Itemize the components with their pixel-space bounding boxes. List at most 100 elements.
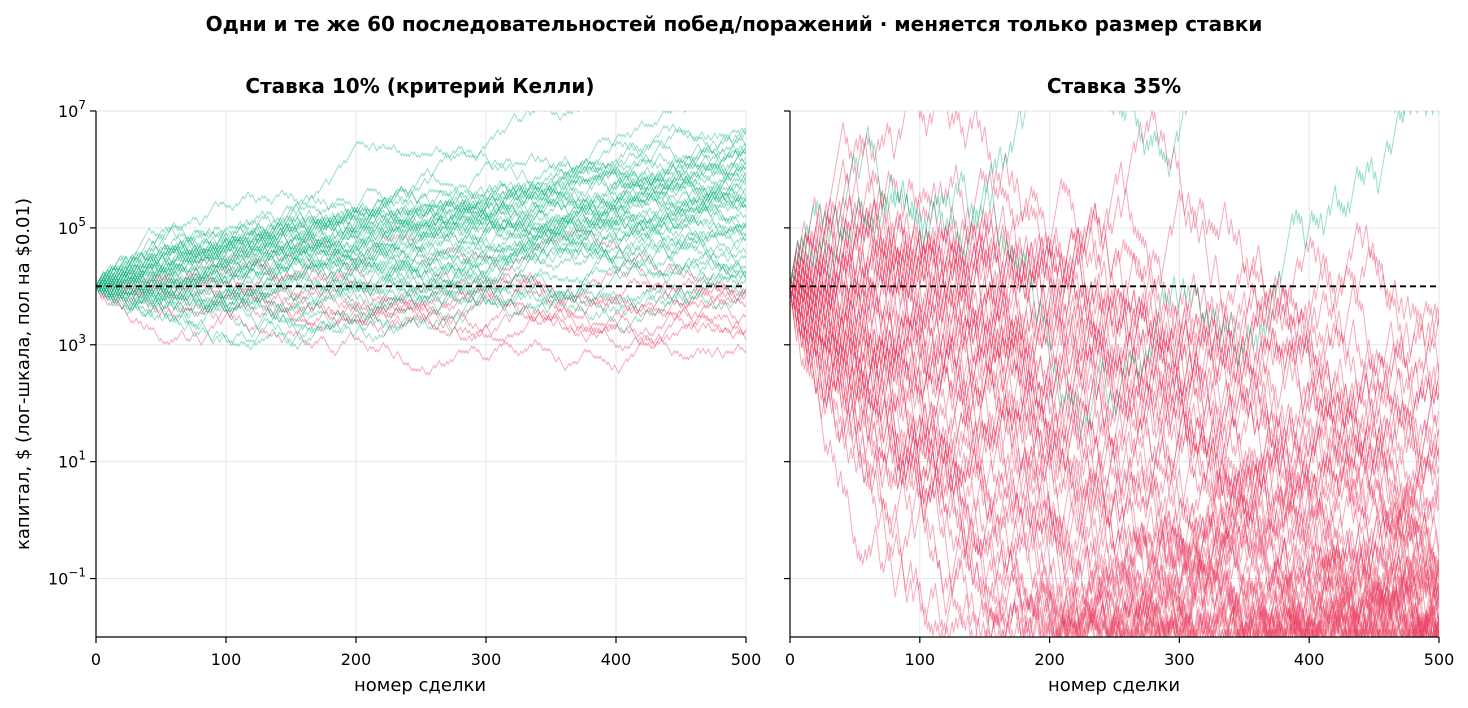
series-path-loss [790, 286, 1439, 637]
series-path-loss [790, 240, 1439, 606]
series-path-win [96, 190, 746, 311]
panel-kelly-title: Ставка 10% (критерий Келли) [245, 74, 594, 98]
series-path-win [96, 127, 746, 290]
panel-kelly-xlabel: номер сделки [354, 675, 486, 696]
series-path-loss [790, 286, 1439, 597]
series-path-loss [790, 257, 1439, 637]
series-path-win [96, 191, 746, 287]
series-path-win [96, 137, 746, 291]
series-path-win [790, 111, 1434, 436]
series-path-win [96, 231, 746, 335]
series-path-win [96, 165, 746, 295]
series-path-loss [790, 258, 1439, 637]
series-path-win [96, 170, 746, 293]
series-path-loss [790, 286, 1439, 637]
series-path-loss [790, 219, 1439, 530]
series-path-loss [790, 203, 1439, 529]
x-tick-label: 500 [1424, 650, 1455, 669]
series-path-win [96, 111, 687, 287]
series-path-loss [790, 189, 1439, 475]
series-path-win [96, 179, 746, 287]
series-path-loss [790, 281, 1439, 637]
series-path-loss [790, 277, 1439, 637]
series-path-loss [790, 242, 1439, 478]
series-path-win [96, 191, 746, 319]
series-path-win [96, 154, 746, 287]
series-path-loss [790, 286, 1439, 637]
series-path-loss [790, 201, 1439, 637]
series-path-loss [96, 260, 746, 336]
series-path-win [96, 146, 746, 301]
series-path-win [96, 174, 746, 319]
series-path-loss [790, 280, 1439, 637]
x-tick-label: 200 [341, 650, 372, 669]
series-path-win [96, 158, 746, 303]
series-path-loss [96, 226, 746, 302]
series-path-win [96, 150, 746, 287]
series-path-win [96, 226, 746, 328]
series-path-loss [790, 218, 1439, 415]
series-path-loss [790, 159, 1439, 508]
series-path-loss [790, 278, 1439, 637]
x-tick-label: 300 [1164, 650, 1195, 669]
y-tick-label: 103 [58, 332, 86, 355]
series-path-win [96, 168, 746, 288]
series-path-loss [96, 274, 746, 339]
y-tick-label: 101 [58, 449, 86, 472]
series-path-win [96, 189, 746, 290]
x-tick-label: 100 [211, 650, 242, 669]
series-path-loss [790, 270, 1439, 597]
series-path-loss [790, 225, 1439, 637]
y-tick-label: 105 [58, 215, 86, 238]
series-path-loss [790, 111, 1439, 490]
y-tick-label: 107 [58, 98, 86, 121]
series-path-win [96, 123, 746, 299]
panel-35-xlabel: номер сделки [1048, 675, 1180, 696]
series-path-win [96, 173, 746, 351]
series-path-loss [790, 186, 1439, 637]
series-path-loss [790, 197, 1439, 609]
series-path-loss [790, 277, 1439, 637]
series-path-loss [790, 190, 1439, 575]
series-path-win [96, 241, 746, 322]
series-path-loss [790, 277, 1439, 637]
series-path-win [96, 192, 746, 293]
series-path-loss [790, 258, 1439, 637]
series-path-win [96, 264, 746, 316]
series-path-win [96, 255, 746, 350]
series-path-loss [790, 263, 1439, 637]
series-path-loss [790, 208, 1439, 478]
x-tick-label: 0 [785, 650, 795, 669]
series-path-loss [790, 164, 1439, 637]
series-path-loss [790, 153, 1439, 503]
series-path-win [96, 161, 746, 289]
series-path-win [96, 177, 746, 293]
series-path-loss [790, 222, 1439, 449]
series-path-win [96, 214, 746, 308]
series-path-loss [96, 271, 746, 332]
series-path-loss [96, 263, 746, 338]
series-path-loss [790, 278, 1439, 489]
series-path-win [96, 276, 746, 345]
series-path-loss [790, 169, 1439, 470]
series-path-win [96, 168, 746, 304]
series-path-loss [96, 271, 746, 341]
series-path-loss [790, 286, 1439, 637]
series-path-win [96, 220, 746, 308]
x-tick-label: 100 [905, 650, 936, 669]
panel-kelly-ylabel: капитал, $ (лог-шкала, пол на $0.01) [13, 198, 34, 550]
series-path-win [790, 111, 1439, 287]
series-path-loss [790, 286, 1439, 637]
series-path-win [96, 162, 746, 288]
series-path-win [96, 186, 746, 299]
series-path-win [96, 176, 746, 298]
series-path-loss [96, 280, 746, 376]
series-path-win [96, 180, 746, 299]
y-tick-label: 10−1 [48, 566, 86, 589]
series-path-win [96, 217, 746, 313]
series-path-win [96, 213, 746, 314]
series-path-win [96, 275, 746, 343]
series-path-win [96, 222, 746, 288]
